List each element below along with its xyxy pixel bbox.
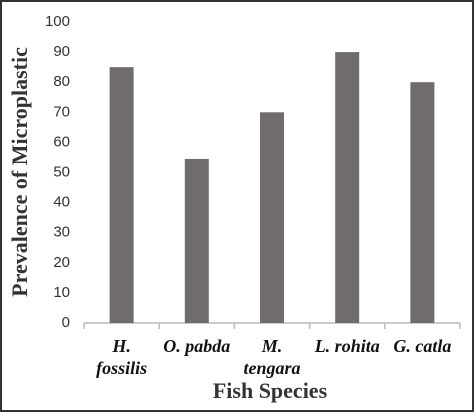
x-tick-label: M. tengara bbox=[243, 336, 300, 378]
y-tick-label: 40 bbox=[53, 194, 70, 211]
bar bbox=[260, 112, 284, 323]
x-axis-title: Fish Species bbox=[213, 378, 328, 403]
y-tick-label: 30 bbox=[53, 224, 70, 241]
y-axis-title: Prevalence of Microplastic bbox=[7, 47, 32, 297]
y-tick-label: 70 bbox=[53, 103, 70, 120]
bar bbox=[410, 82, 435, 323]
y-tick-label: 100 bbox=[45, 13, 70, 30]
y-tick-label: 20 bbox=[53, 254, 70, 271]
bar bbox=[335, 52, 360, 323]
y-tick-label: 90 bbox=[53, 43, 70, 60]
bar bbox=[184, 158, 209, 323]
bar bbox=[109, 67, 134, 324]
y-tick-label: 10 bbox=[53, 284, 70, 301]
x-tick-label: G. catla bbox=[393, 336, 451, 356]
y-tick-label: 60 bbox=[53, 133, 70, 150]
y-tick-label: 0 bbox=[62, 314, 70, 331]
y-tick-label: 80 bbox=[53, 73, 70, 90]
x-tick-label: H. fossilis bbox=[96, 336, 147, 378]
x-tick-label: O. pabda bbox=[163, 336, 230, 356]
x-tick-label: L. rohita bbox=[314, 336, 380, 356]
y-tick-label: 50 bbox=[53, 163, 70, 180]
